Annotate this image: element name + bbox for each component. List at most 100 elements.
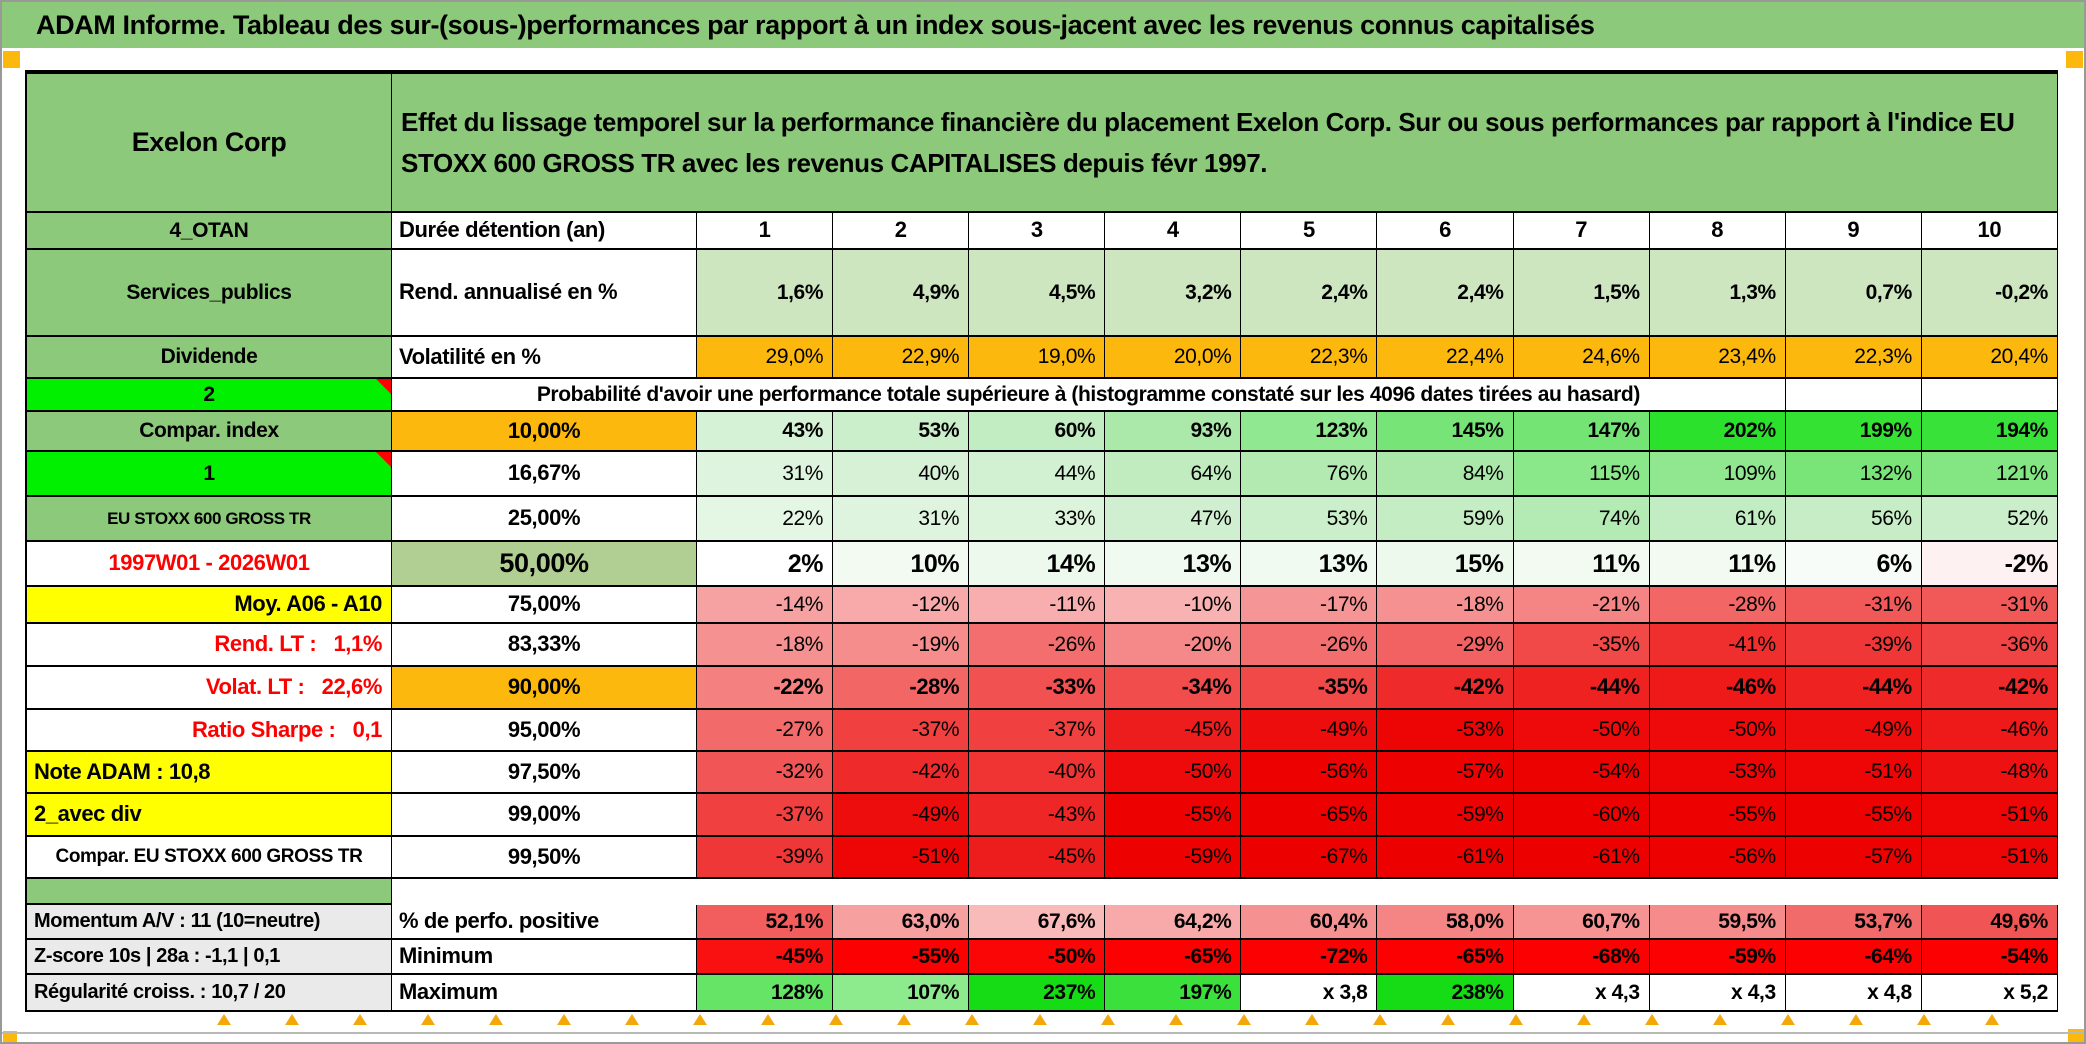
data-cell-p975-y9[interactable]: -51% [1785, 752, 1922, 794]
data-cell-p10-y3[interactable]: 60% [969, 412, 1106, 452]
data-cell-p75-y6[interactable]: -18% [1377, 587, 1514, 624]
data-cell-p995-y10[interactable]: -51% [1921, 837, 2058, 879]
data-cell-rend-annualise-y8[interactable]: 1,3% [1649, 250, 1786, 337]
data-cell-p83-y8[interactable]: -41% [1649, 624, 1786, 667]
data-cell-p99-y5[interactable]: -65% [1241, 794, 1378, 837]
data-cell-maximum-y1[interactable]: 128% [697, 975, 834, 1012]
data-cell-p83-y7[interactable]: -35% [1513, 624, 1650, 667]
data-cell-perf-positive-y3[interactable]: 67,6% [969, 905, 1106, 940]
data-cell-p50-y3[interactable]: 14% [969, 542, 1106, 587]
data-cell-p83-y5[interactable]: -26% [1241, 624, 1378, 667]
data-cell-rend-annualise-y9[interactable]: 0,7% [1785, 250, 1922, 337]
data-cell-rend-annualise-y2[interactable]: 4,9% [833, 250, 970, 337]
data-cell-p90-y3[interactable]: -33% [969, 667, 1106, 710]
data-cell-p995-y9[interactable]: -57% [1785, 837, 1922, 879]
data-cell-p95-y7[interactable]: -50% [1513, 710, 1650, 752]
data-cell-maximum-y7[interactable]: x 4,3 [1513, 975, 1650, 1012]
data-cell-p90-y7[interactable]: -44% [1513, 667, 1650, 710]
data-cell-p75-y8[interactable]: -28% [1649, 587, 1786, 624]
data-cell-minimum-y1[interactable]: -45% [697, 940, 834, 975]
data-cell-p25-y4[interactable]: 47% [1105, 497, 1242, 542]
data-cell-rend-annualise-y3[interactable]: 4,5% [969, 250, 1106, 337]
data-cell-p50-y10[interactable]: -2% [1921, 542, 2058, 587]
data-cell-rend-annualise-y6[interactable]: 2,4% [1377, 250, 1514, 337]
data-cell-p95-y5[interactable]: -49% [1241, 710, 1378, 752]
row-label-perf-positive[interactable]: Momentum A/V : 11 (10=neutre) [25, 905, 392, 940]
data-cell-maximum-y2[interactable]: 107% [833, 975, 970, 1012]
attr-cell-p25[interactable]: 25,00% [392, 497, 697, 542]
data-cell-rend-annualise-y10[interactable]: -0,2% [1921, 250, 2058, 337]
attr-cell-p75[interactable]: 75,00% [392, 587, 697, 624]
data-cell-p16-y2[interactable]: 40% [833, 452, 970, 497]
data-cell-p10-y2[interactable]: 53% [833, 412, 970, 452]
data-cell-volatilite-y9[interactable]: 22,3% [1785, 337, 1922, 379]
data-cell-p75-y4[interactable]: -10% [1105, 587, 1242, 624]
data-cell-p16-y8[interactable]: 109% [1649, 452, 1786, 497]
data-cell-p75-y2[interactable]: -12% [833, 587, 970, 624]
data-cell-p995-y8[interactable]: -56% [1649, 837, 1786, 879]
data-cell-p99-y3[interactable]: -43% [969, 794, 1106, 837]
data-cell-volatilite-y2[interactable]: 22,9% [833, 337, 970, 379]
data-cell-p99-y9[interactable]: -55% [1785, 794, 1922, 837]
data-cell-rend-annualise-y4[interactable]: 3,2% [1105, 250, 1242, 337]
data-cell-p25-y1[interactable]: 22% [697, 497, 834, 542]
data-cell-p99-y6[interactable]: -59% [1377, 794, 1514, 837]
data-cell-p99-y7[interactable]: -60% [1513, 794, 1650, 837]
data-cell-p50-y2[interactable]: 10% [833, 542, 970, 587]
data-cell-maximum-y3[interactable]: 237% [969, 975, 1106, 1012]
attr-cell-p975[interactable]: 97,50% [392, 752, 697, 794]
data-cell-p99-y2[interactable]: -49% [833, 794, 970, 837]
data-cell-perf-positive-y9[interactable]: 53,7% [1785, 905, 1922, 940]
data-cell-p90-y5[interactable]: -35% [1241, 667, 1378, 710]
data-cell-minimum-y10[interactable]: -54% [1921, 940, 2058, 975]
entity-name-cell[interactable]: Exelon Corp [25, 72, 392, 213]
data-cell-minimum-y7[interactable]: -68% [1513, 940, 1650, 975]
attr-cell-p83[interactable]: 83,33% [392, 624, 697, 667]
data-cell-p16-y1[interactable]: 31% [697, 452, 834, 497]
data-cell-perf-positive-y8[interactable]: 59,5% [1649, 905, 1786, 940]
data-cell-p99-y8[interactable]: -55% [1649, 794, 1786, 837]
data-cell-p83-y10[interactable]: -36% [1921, 624, 2058, 667]
attr-cell-p50[interactable]: 50,00% [392, 542, 697, 587]
data-cell-duration-y10[interactable]: 10 [1921, 213, 2058, 250]
attr-cell-duration[interactable]: Durée détention (an) [392, 213, 697, 250]
data-cell-p10-y7[interactable]: 147% [1513, 412, 1650, 452]
data-cell-volatilite-y3[interactable]: 19,0% [969, 337, 1106, 379]
data-cell-minimum-y9[interactable]: -64% [1785, 940, 1922, 975]
data-cell-maximum-y5[interactable]: x 3,8 [1241, 975, 1378, 1012]
data-cell-p90-y4[interactable]: -34% [1105, 667, 1242, 710]
data-cell-p95-y6[interactable]: -53% [1377, 710, 1514, 752]
row-label-p25[interactable]: EU STOXX 600 GROSS TR [25, 497, 392, 542]
data-cell-perf-positive-y2[interactable]: 63,0% [833, 905, 970, 940]
data-cell-p50-y7[interactable]: 11% [1513, 542, 1650, 587]
data-cell-p99-y4[interactable]: -55% [1105, 794, 1242, 837]
data-cell-p16-y3[interactable]: 44% [969, 452, 1106, 497]
data-cell-p995-y2[interactable]: -51% [833, 837, 970, 879]
data-cell-duration-y1[interactable]: 1 [697, 213, 834, 250]
data-cell-perf-positive-y1[interactable]: 52,1% [697, 905, 834, 940]
data-cell-p50-y4[interactable]: 13% [1105, 542, 1242, 587]
attr-cell-p90[interactable]: 90,00% [392, 667, 697, 710]
data-cell-p90-y9[interactable]: -44% [1785, 667, 1922, 710]
data-cell-p50-y9[interactable]: 6% [1785, 542, 1922, 587]
data-cell-duration-y2[interactable]: 2 [833, 213, 970, 250]
data-cell-p25-y3[interactable]: 33% [969, 497, 1106, 542]
data-cell-p25-y9[interactable]: 56% [1785, 497, 1922, 542]
data-cell-duration-y6[interactable]: 6 [1377, 213, 1514, 250]
data-cell-p83-y4[interactable]: -20% [1105, 624, 1242, 667]
data-cell-p75-y1[interactable]: -14% [697, 587, 834, 624]
data-cell-p50-y5[interactable]: 13% [1241, 542, 1378, 587]
data-cell-p10-y1[interactable]: 43% [697, 412, 834, 452]
data-cell-duration-y7[interactable]: 7 [1513, 213, 1650, 250]
data-cell-minimum-y5[interactable]: -72% [1241, 940, 1378, 975]
data-cell-p995-y6[interactable]: -61% [1377, 837, 1514, 879]
data-cell-p975-y8[interactable]: -53% [1649, 752, 1786, 794]
data-cell-p95-y4[interactable]: -45% [1105, 710, 1242, 752]
data-cell-p25-y8[interactable]: 61% [1649, 497, 1786, 542]
data-cell-p25-y10[interactable]: 52% [1921, 497, 2058, 542]
row-label-p50[interactable]: 1997W01 - 2026W01 [25, 542, 392, 587]
data-cell-maximum-y4[interactable]: 197% [1105, 975, 1242, 1012]
data-cell-p995-y1[interactable]: -39% [697, 837, 834, 879]
data-cell-p16-y10[interactable]: 121% [1921, 452, 2058, 497]
data-cell-p25-y2[interactable]: 31% [833, 497, 970, 542]
